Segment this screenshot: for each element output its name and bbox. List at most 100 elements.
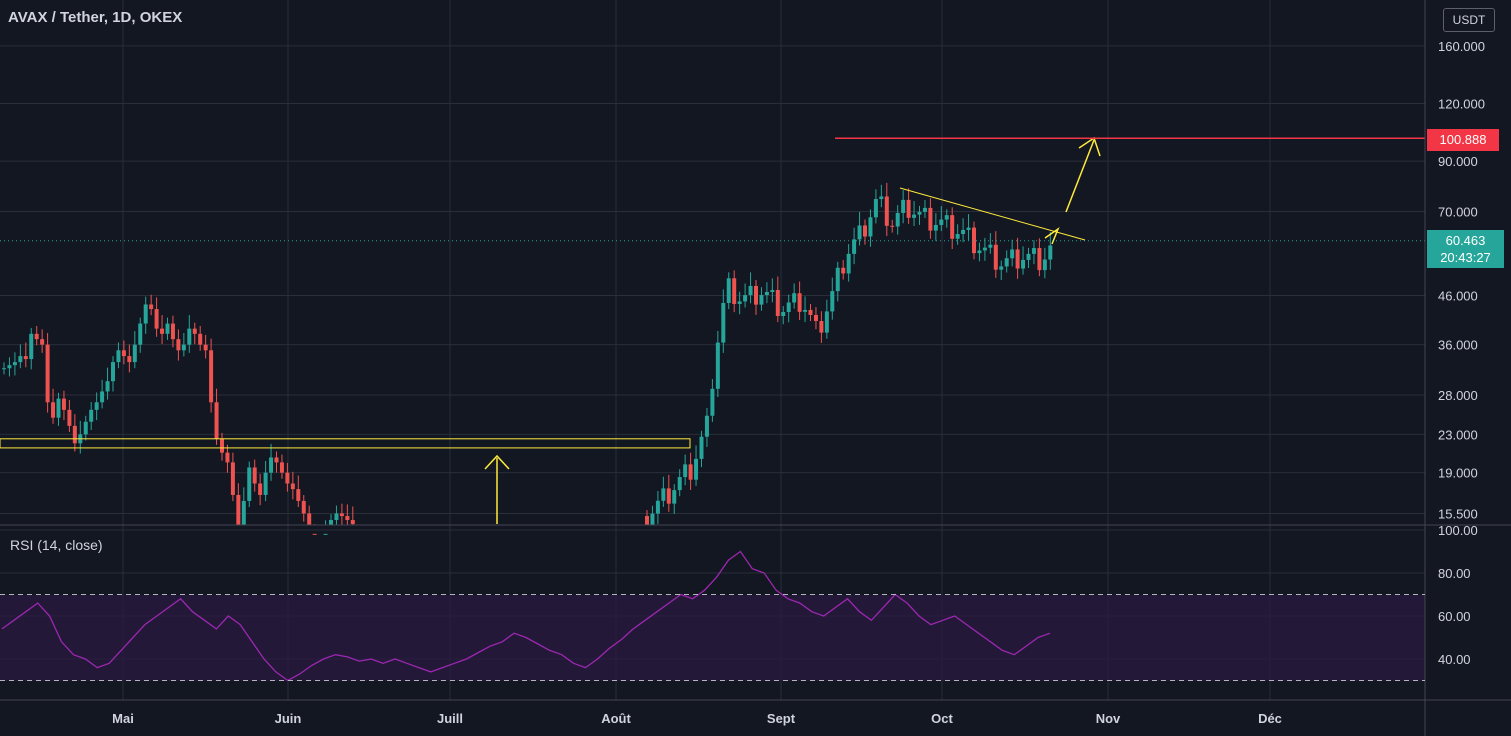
price-tick-label: 120.000 xyxy=(1438,97,1485,112)
candle-body xyxy=(181,344,186,351)
candle-body xyxy=(18,356,23,363)
candle-body xyxy=(993,244,998,270)
candle-body xyxy=(307,513,312,525)
candle-body xyxy=(1042,259,1047,271)
candle-body xyxy=(819,321,824,333)
rsi-band xyxy=(0,595,1425,681)
candle-body xyxy=(661,488,666,501)
candle-body xyxy=(694,458,699,480)
candle-body xyxy=(312,533,317,535)
price-tick-label: 36.000 xyxy=(1438,338,1478,353)
rsi-tick-label: 100.00 xyxy=(1438,523,1478,538)
candle-body xyxy=(296,489,301,501)
candle-body xyxy=(7,365,12,369)
candle-body xyxy=(149,304,154,310)
candle-body xyxy=(323,533,328,535)
candle-body xyxy=(955,234,960,239)
candle-body xyxy=(677,477,682,491)
candle-body xyxy=(655,500,660,514)
candle-body xyxy=(683,464,688,478)
small-arrow xyxy=(1044,226,1060,245)
candle-body xyxy=(879,196,884,200)
candle-body xyxy=(721,303,726,343)
bar-countdown: 20:43:27 xyxy=(1440,250,1491,265)
price-tick-label: 19.000 xyxy=(1438,466,1478,481)
candle-body xyxy=(203,344,208,351)
candle-body xyxy=(863,225,867,237)
candle-body xyxy=(966,227,971,230)
candle-body xyxy=(933,224,938,231)
candle-body xyxy=(138,323,143,345)
candle-body xyxy=(873,199,878,218)
candle-body xyxy=(813,314,818,322)
candle-body xyxy=(699,436,704,459)
price-tick-label: 46.000 xyxy=(1438,289,1478,304)
candle-body xyxy=(672,490,677,504)
time-tick-label: Juill xyxy=(437,711,463,726)
candle-body xyxy=(732,278,737,304)
candle-body xyxy=(209,350,214,403)
candle-body xyxy=(45,344,50,403)
candlestick-series xyxy=(2,182,1053,535)
candle-body xyxy=(111,362,115,382)
candle-body xyxy=(999,266,1004,270)
candle-body xyxy=(803,309,808,312)
candle-body xyxy=(857,225,862,240)
candle-body xyxy=(754,285,758,305)
time-tick-label: Mai xyxy=(112,711,134,726)
candle-body xyxy=(912,214,917,218)
price-tick-label: 160.000 xyxy=(1438,39,1485,54)
candle-body xyxy=(977,250,982,254)
rsi-line xyxy=(1,550,1051,682)
candle-body xyxy=(835,267,840,292)
candle-body xyxy=(247,467,252,501)
candle-body xyxy=(710,388,715,416)
candle-body xyxy=(737,301,742,304)
candle-body xyxy=(350,520,355,525)
candle-body xyxy=(868,217,873,237)
candle-body xyxy=(770,290,775,292)
candle-body xyxy=(241,500,246,525)
candle-body xyxy=(12,362,17,366)
candle-body xyxy=(230,462,235,495)
candle-body xyxy=(263,472,268,495)
candle-body xyxy=(127,356,132,363)
candle-body xyxy=(982,247,987,251)
candle-body xyxy=(1021,259,1026,269)
candle-body xyxy=(160,328,165,334)
price-tick-label: 23.000 xyxy=(1438,427,1478,442)
candle-body xyxy=(23,356,28,360)
candle-body xyxy=(121,350,126,357)
price-tick-label: 90.000 xyxy=(1438,154,1478,169)
candle-body xyxy=(715,342,720,389)
candle-body xyxy=(748,285,753,296)
candle-body xyxy=(170,323,175,340)
support-zone-box xyxy=(0,438,691,449)
candle-body xyxy=(1048,245,1053,260)
candle-body xyxy=(51,402,56,418)
candle-body xyxy=(236,494,241,525)
time-axis[interactable]: Mai Juin Juill Août Sept Oct Nov Déc xyxy=(112,711,1282,726)
chart-title: AVAX / Tether, 1D, OKEX xyxy=(8,9,183,26)
candle-body xyxy=(922,207,927,212)
candle-body xyxy=(824,311,829,333)
candle-body xyxy=(72,425,77,444)
candle-body xyxy=(143,304,148,324)
candle-body xyxy=(1015,249,1020,269)
candle-body xyxy=(890,225,895,227)
candle-body xyxy=(906,199,911,218)
candle-body xyxy=(917,211,922,215)
candle-body xyxy=(220,438,224,453)
candle-body xyxy=(269,457,274,473)
rsi-title: RSI (14, close) xyxy=(10,537,103,553)
candle-body xyxy=(743,295,748,302)
candle-body xyxy=(950,215,955,239)
time-tick-label: Août xyxy=(601,711,631,726)
currency-unit[interactable]: USDT xyxy=(1443,8,1495,32)
candle-body xyxy=(1026,253,1031,260)
candle-body xyxy=(290,483,295,490)
rsi-axis[interactable]: 100.00 80.00 60.00 40.00 xyxy=(0,523,1478,681)
candle-body xyxy=(105,381,110,392)
